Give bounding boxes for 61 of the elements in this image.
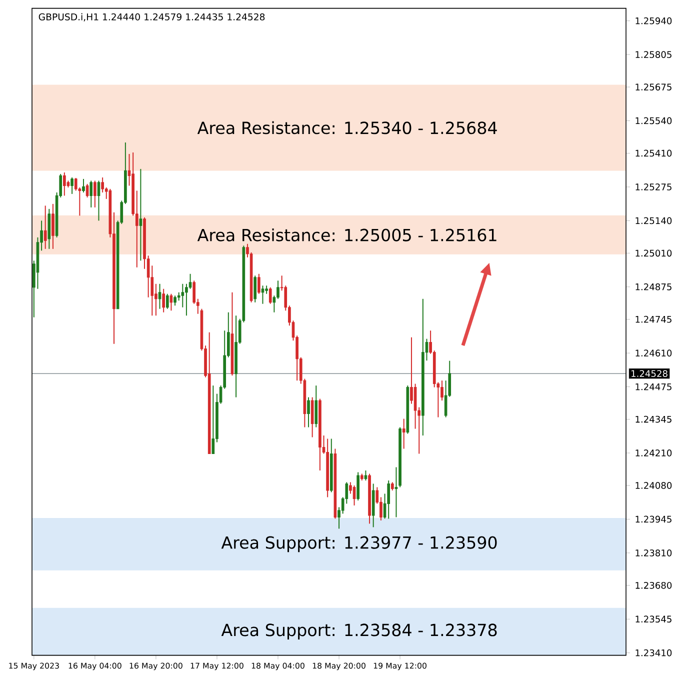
y-tick-label: 1.25010 [636, 250, 672, 257]
candlestick [52, 203, 54, 250]
y-tick-label: 1.25410 [636, 150, 672, 157]
candlestick [170, 293, 173, 312]
candlestick [82, 178, 85, 193]
ref-line-label: 1.24528 [632, 370, 668, 377]
candlestick [307, 396, 310, 428]
candlestick [314, 385, 318, 428]
candlestick [364, 470, 368, 481]
candlestick [97, 180, 100, 222]
candlestick [162, 288, 165, 313]
y-tick-label: 1.24080 [636, 482, 672, 489]
candlestick [261, 285, 264, 304]
candlestick [387, 480, 390, 520]
y-tick-label: 1.23545 [636, 616, 672, 623]
band-label: Area Support: 1.23584 - 1.23378 [221, 624, 497, 640]
y-tick-label: 1.24475 [636, 383, 672, 390]
candlestick [94, 180, 96, 208]
candlestick [212, 385, 215, 454]
y-tick-label: 1.25805 [636, 51, 672, 58]
candlestick [394, 466, 398, 518]
candlestick [254, 275, 257, 303]
y-tick-label: 1.25940 [636, 17, 672, 24]
y-tick-label: 1.23810 [636, 549, 672, 556]
band-label: Area Resistance: 1.25340 - 1.25684 [197, 121, 497, 134]
y-tick-label: 1.24745 [636, 316, 672, 323]
candlestick [440, 380, 444, 402]
y-tick-label: 1.23410 [636, 649, 672, 656]
candlestick [276, 280, 280, 300]
candlestick [86, 183, 89, 198]
candlestick [139, 168, 142, 262]
y-tick-label: 1.25140 [636, 217, 672, 224]
candlestick [44, 205, 47, 250]
candlestick [63, 172, 66, 196]
candlestick [268, 286, 272, 304]
y-tick-label: 1.24345 [636, 416, 672, 423]
candlestick [166, 293, 169, 310]
y-tick-label: 1.24875 [636, 283, 672, 290]
candlestick [181, 283, 184, 308]
chart-title: GBPUSD.i,H1 1.24440 1.24579 1.24435 1.24528 [38, 13, 265, 22]
band-label: Area Resistance: 1.25005 - 1.25161 [197, 228, 496, 242]
candlestick [185, 283, 188, 316]
candlestick [158, 283, 162, 310]
candlestick [258, 273, 260, 294]
y-tick-label: 1.24610 [636, 350, 672, 356]
y-tick-label: 1.23680 [636, 582, 672, 589]
candlestick [356, 472, 360, 501]
candlestick [90, 180, 93, 208]
candlestick [192, 280, 196, 304]
candlestick [310, 396, 314, 438]
candlestick [174, 295, 176, 306]
candlestick [70, 176, 74, 194]
candlestick [101, 176, 104, 193]
y-tick-label: 1.23945 [636, 516, 672, 523]
y-tick-label: 1.24210 [636, 450, 672, 456]
y-tick-label: 1.25275 [636, 184, 672, 190]
candlestick [402, 418, 406, 450]
y-tick-label: 1.25540 [636, 117, 672, 124]
candlestick [188, 273, 192, 290]
y-tick-label: 1.25675 [636, 84, 672, 90]
band-label: Area Support: 1.23977 - 1.23590 [221, 536, 497, 552]
